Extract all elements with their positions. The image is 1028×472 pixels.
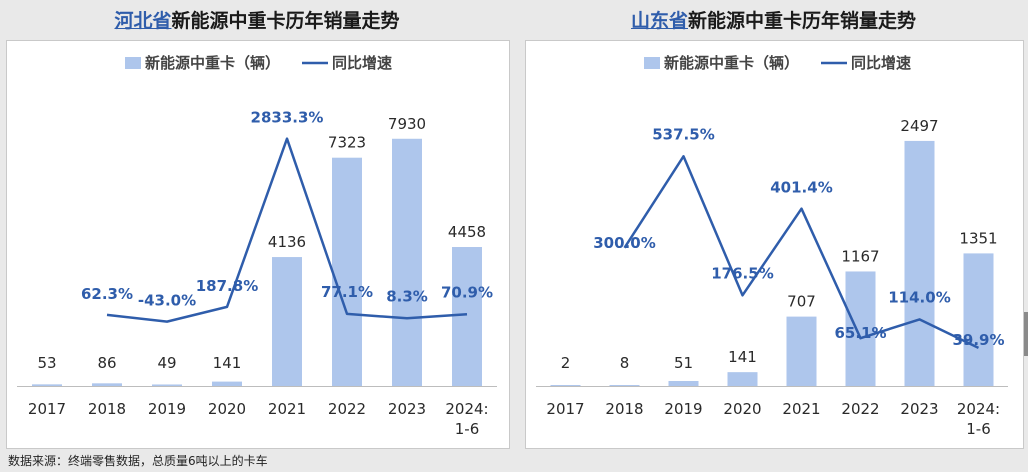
- x-tick-label: 2021: [268, 400, 306, 418]
- data-source-note: 数据来源：终端零售数据，总质量6吨以上的卡车: [8, 454, 268, 468]
- chart-title-shandong: 山东省新能源中重卡历年销量走势: [525, 6, 1022, 36]
- line-value-label: 537.5%: [652, 125, 714, 143]
- bar: [550, 385, 581, 386]
- bar-value-label: 2: [561, 354, 571, 372]
- legend-line-label: 同比增速: [851, 54, 911, 72]
- bar: [212, 381, 242, 386]
- x-tick-label: 2022: [841, 400, 879, 418]
- legend-bar-label: 新能源中重卡（辆）: [145, 54, 280, 72]
- line-value-label: 8.3%: [386, 287, 428, 305]
- bar: [392, 138, 422, 386]
- line-value-label: 300.0%: [593, 234, 655, 252]
- line-value-label: 70.9%: [441, 283, 493, 301]
- chart-svg-hebei: 新能源中重卡（辆） 同比增速 53 86 49 141 4136 7323 7930 4458 62…: [17, 54, 497, 438]
- bar: [727, 372, 758, 386]
- bar: [786, 316, 817, 386]
- legend-bar-swatch: [644, 57, 660, 69]
- x-tick-label: 2022: [328, 400, 366, 418]
- x-tick-label: 2024:: [957, 400, 1000, 418]
- line-value-label: 176.5%: [711, 264, 773, 282]
- bar-value-label: 1351: [959, 229, 997, 247]
- bar-value-label: 7930: [388, 115, 426, 133]
- chart-svg-shandong: 新能源中重卡（辆） 同比增速 2 8 51 141 707 1167 2497 1351 300.0…: [536, 54, 1008, 438]
- x-tick-label: 2018: [88, 400, 126, 418]
- chart-title-hebei: 河北省新能源中重卡历年销量走势: [6, 6, 508, 36]
- line-value-label: 62.3%: [81, 285, 133, 303]
- bar-value-label: 86: [97, 354, 116, 372]
- bar: [92, 383, 122, 386]
- bar-value-label: 49: [157, 354, 176, 372]
- x-tick-label: 2024:: [445, 400, 488, 418]
- bar: [668, 380, 699, 386]
- x-tick-label: 2023: [388, 400, 426, 418]
- legend-line-label: 同比增速: [332, 54, 392, 72]
- bar-value-label: 7323: [328, 134, 366, 152]
- x-tick-label: 2018: [605, 400, 643, 418]
- title-text: 新能源中重卡历年销量走势: [171, 10, 400, 32]
- scrollbar-thumb[interactable]: [1024, 312, 1028, 356]
- line-value-label: 65.1%: [834, 324, 886, 342]
- growth-line: [623, 155, 980, 350]
- x-tick-label: 2019: [664, 400, 702, 418]
- bar-value-label: 141: [728, 348, 757, 366]
- line-value-label: 77.1%: [321, 283, 373, 301]
- line-value-label: 39.9%: [952, 331, 1004, 349]
- bar: [904, 140, 935, 386]
- chart-panel-shandong: 新能源中重卡（辆） 同比增速 2 8 51 141 707 1167 2497 1351 300.0…: [525, 40, 1024, 449]
- bar: [272, 257, 302, 386]
- bar-value-label: 53: [37, 354, 56, 372]
- bar-value-label: 2497: [900, 117, 938, 135]
- x-tick-label: 2017: [546, 400, 584, 418]
- line-value-label: 114.0%: [888, 288, 950, 306]
- x-tick-label: 2017: [28, 400, 66, 418]
- x-tick-label: 2019: [148, 400, 186, 418]
- bar: [845, 271, 876, 386]
- growth-line: [106, 137, 468, 323]
- x-tick-label: 2020: [723, 400, 761, 418]
- bar-value-label: 4458: [448, 223, 486, 241]
- title-text: 新能源中重卡历年销量走势: [688, 10, 917, 32]
- line-value-label: 187.8%: [196, 277, 258, 295]
- chart-panel-hebei: 新能源中重卡（辆） 同比增速 53 86 49 141 4136 7323 7930 4458 62…: [6, 40, 510, 449]
- x-tick-label: 2021: [782, 400, 820, 418]
- bar: [332, 157, 362, 386]
- bar-value-label: 51: [674, 354, 693, 372]
- title-province: 河北省: [114, 10, 172, 32]
- bar: [152, 384, 182, 386]
- bar-value-label: 141: [213, 354, 242, 372]
- bar-value-label: 8: [620, 354, 630, 372]
- x-tick-label: 1-6: [455, 420, 480, 438]
- bar: [963, 253, 994, 386]
- x-tick-label: 2023: [900, 400, 938, 418]
- legend-bar-swatch: [125, 57, 141, 69]
- x-tick-label: 1-6: [966, 420, 991, 438]
- line-value-label: 401.4%: [770, 179, 832, 197]
- legend-bar-label: 新能源中重卡（辆）: [664, 54, 799, 72]
- bar-value-label: 4136: [268, 233, 306, 251]
- bar-value-label: 1167: [841, 247, 879, 265]
- x-tick-label: 2020: [208, 400, 246, 418]
- bar: [609, 385, 640, 386]
- bar-value-label: 707: [787, 293, 816, 311]
- line-value-label: -43.0%: [138, 292, 196, 310]
- bar: [452, 247, 482, 386]
- line-value-label: 2833.3%: [251, 109, 324, 127]
- title-province: 山东省: [630, 10, 688, 32]
- bar: [32, 384, 62, 386]
